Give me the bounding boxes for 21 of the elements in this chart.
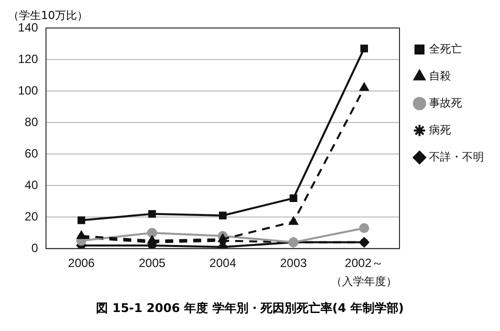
x-axis-title: （入学年度） [331,274,398,288]
y-tick-label: 80 [24,114,38,129]
legend-label: 事故死 [429,96,462,110]
y-tick-label: 40 [24,178,38,192]
x-tick-label: 2005 [138,256,166,270]
y-tick-label: 0 [31,240,38,255]
legend-label: 不詳・不明 [429,150,484,164]
y-tick-label: 20 [24,209,38,224]
legend-label: 病死 [429,124,451,137]
y-tick-label: 60 [24,146,38,160]
y-tick-label: 140 [18,20,38,34]
text: 図 15-1 2006 年度 学年別・死因別死亡率(4 年制学部) [95,300,405,317]
x-tick-label: 2004 [209,256,236,270]
y-axis-title: （学生10万比） [8,8,88,23]
legend-label: 全死亡 [429,42,462,56]
x-tick-label: 2002～ [344,256,384,270]
y-tick-label: 120 [18,52,38,66]
x-tick-label: 2006 [68,256,96,270]
legend-label: 自殺 [429,70,451,83]
y-tick-label: 100 [18,83,38,98]
x-tick-label: 2003 [280,256,308,270]
